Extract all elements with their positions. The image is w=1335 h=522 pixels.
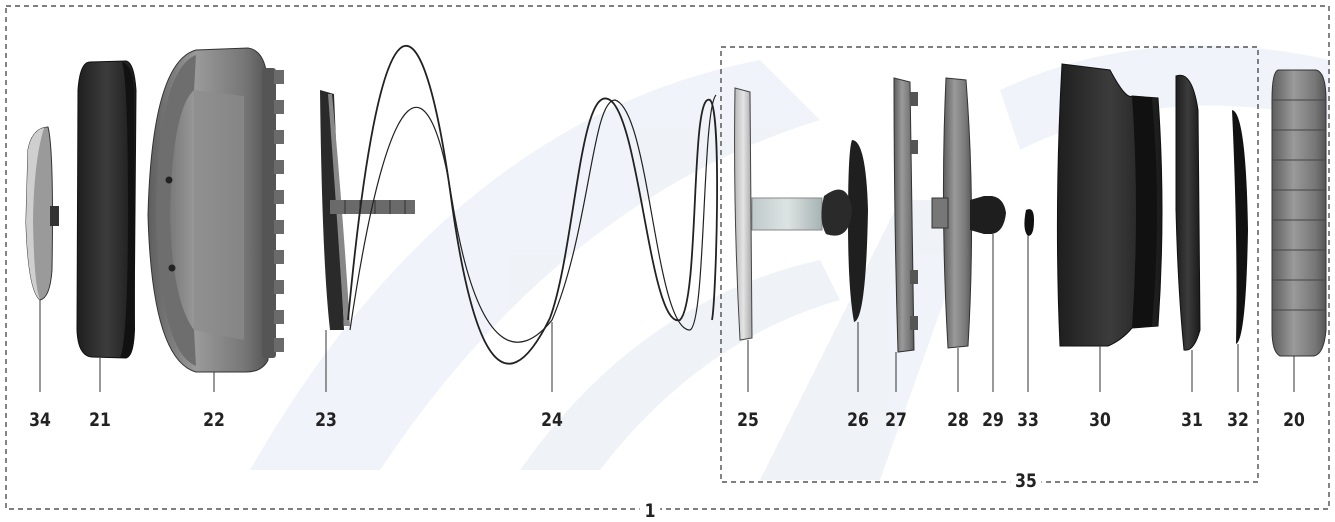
label-part-31: 31 bbox=[1181, 409, 1203, 431]
label-part-34: 34 bbox=[29, 409, 51, 431]
label-part-25: 25 bbox=[737, 409, 759, 431]
label-part-33: 33 bbox=[1017, 409, 1039, 431]
label-part-26: 26 bbox=[847, 409, 869, 431]
label-part-22: 22 bbox=[203, 409, 225, 431]
part-20-nut-ring bbox=[1271, 69, 1327, 392]
outer-frame bbox=[5, 5, 1330, 510]
label-part-29: 29 bbox=[982, 409, 1004, 431]
label-group-1: 1 bbox=[639, 500, 661, 522]
part-34-cap bbox=[25, 126, 59, 392]
label-part-24: 24 bbox=[541, 409, 563, 431]
part-24-spring bbox=[347, 44, 718, 392]
part-27-plate bbox=[893, 77, 918, 392]
label-part-32: 32 bbox=[1227, 409, 1249, 431]
label-part-21: 21 bbox=[89, 409, 111, 431]
label-part-23: 23 bbox=[315, 409, 337, 431]
label-group-35: 35 bbox=[1010, 470, 1042, 492]
part-26-diaphragm bbox=[821, 140, 868, 392]
part-21-ring bbox=[76, 60, 137, 392]
label-part-20: 20 bbox=[1283, 409, 1305, 431]
part-22-housing bbox=[147, 47, 284, 392]
label-part-30: 30 bbox=[1089, 409, 1111, 431]
part-28-valve-seat bbox=[931, 77, 973, 392]
label-part-28: 28 bbox=[947, 409, 969, 431]
part-31-seal bbox=[1175, 74, 1201, 392]
part-30-body bbox=[1056, 63, 1163, 392]
part-32-gasket bbox=[1232, 110, 1248, 392]
label-part-27: 27 bbox=[885, 409, 907, 431]
watermark bbox=[250, 45, 1330, 480]
part-29-nut bbox=[970, 196, 1006, 392]
part-33-o-ring bbox=[1024, 209, 1034, 392]
